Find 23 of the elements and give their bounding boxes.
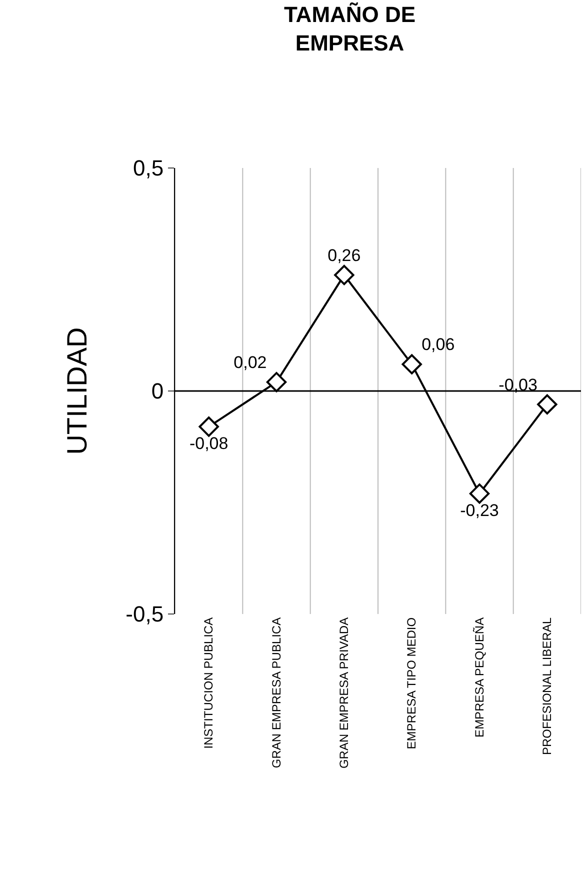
point (266, 372, 287, 392)
point (469, 483, 490, 504)
chart-title: TAMAÑO DE EMPRESA (284, 2, 416, 56)
data-label: -0,23 (460, 501, 499, 520)
y-axis-title: UTILIDAD (61, 327, 92, 455)
x-tick-label: GRAN EMPRESA PRIVADA (337, 617, 352, 769)
point (402, 354, 422, 374)
y-tick-label: -0,5 (126, 602, 164, 627)
data-label: 0,26 (328, 246, 361, 266)
data-label: 0,06 (422, 335, 455, 354)
data-label: 0,02 (234, 353, 267, 372)
x-tick-label: EMPRESA PEQUEÑA (472, 617, 486, 738)
x-tick-label: EMPRESA TIPO MEDIO (404, 617, 419, 750)
point (537, 394, 558, 414)
point (334, 264, 354, 286)
x-tick-label: GRAN EMPRESA PUBLICA (269, 617, 284, 768)
point (198, 416, 219, 437)
x-tick-label: PROFESIONAL LIBERAL (540, 617, 554, 756)
data-label: -0,03 (498, 375, 538, 394)
data-label: -0,08 (189, 434, 228, 454)
y-tick-label: 0 (151, 378, 164, 404)
y-tick-label: 0,5 (133, 156, 164, 181)
x-tick-label: INSTITUCION PUBLICA (202, 617, 216, 749)
